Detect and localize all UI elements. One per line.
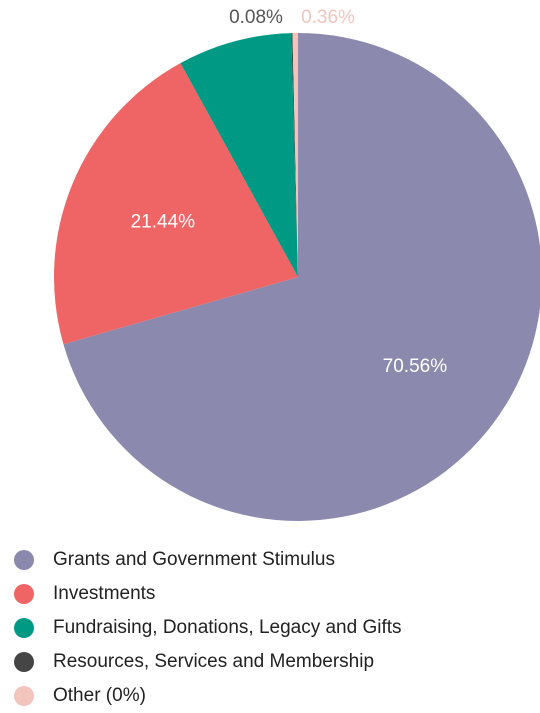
legend-label: Fundraising, Donations, Legacy and Gifts <box>53 617 402 638</box>
pie-slice-4 <box>291 33 298 278</box>
legend-label: Grants and Government Stimulus <box>53 549 335 570</box>
legend-swatch <box>14 618 34 638</box>
legend-label: Investments <box>53 583 156 604</box>
pie-chart: 70.56% 21.44% 0.08% 0.36% <box>54 7 540 521</box>
data-label-2: 21.44% <box>131 212 196 233</box>
pie-slice-3 <box>180 33 298 278</box>
legend-swatch <box>14 686 34 706</box>
legend-label: Resources, Services and Membership <box>53 651 375 672</box>
data-label-5: 0.36% <box>301 7 355 28</box>
chart-legend: Grants and Government Stimulus Investment… <box>14 543 402 713</box>
legend-swatch <box>14 550 34 570</box>
legend-item[interactable]: Investments <box>14 577 402 611</box>
data-label-4: 0.08% <box>229 7 283 28</box>
legend-item[interactable]: Grants and Government Stimulus <box>14 543 402 577</box>
legend-item[interactable]: Other (0%) <box>14 679 402 713</box>
legend-swatch <box>14 652 34 672</box>
legend-label: Other (0%) <box>53 685 146 706</box>
pie-slice-1 <box>63 33 540 521</box>
legend-item[interactable]: Fundraising, Donations, Legacy and Gifts <box>14 611 402 645</box>
pie-slice-5 <box>292 33 298 277</box>
pie-slice-2 <box>54 63 299 345</box>
legend-swatch <box>14 584 34 604</box>
data-label-1: 70.56% <box>383 356 448 377</box>
legend-item[interactable]: Resources, Services and Membership <box>14 645 402 679</box>
